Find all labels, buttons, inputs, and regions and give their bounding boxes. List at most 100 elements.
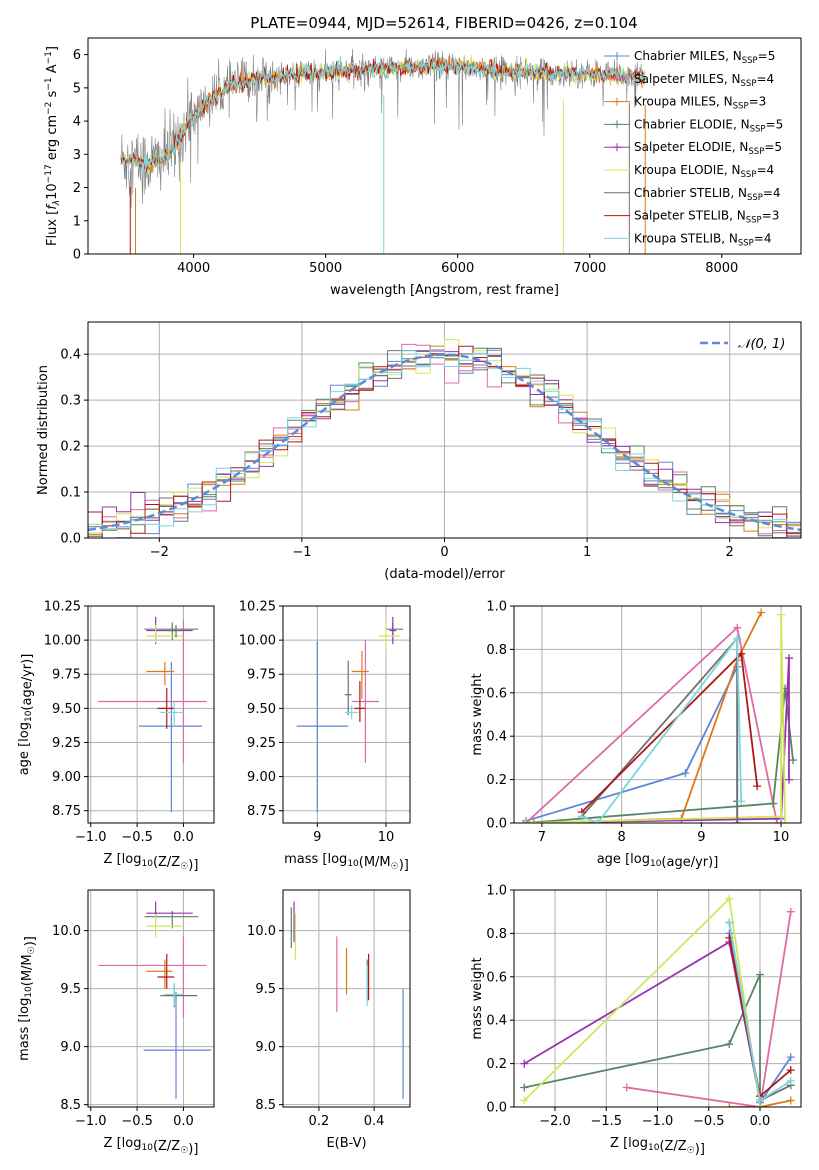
x-tick-label: 9 xyxy=(313,830,321,845)
plot-area-age-mass xyxy=(296,616,404,813)
tspan: SSP xyxy=(748,147,764,157)
axes-frame xyxy=(87,605,215,824)
tspan: age [ xyxy=(17,742,32,775)
legend-marker xyxy=(613,120,621,129)
tspan: log xyxy=(17,722,32,742)
data-point xyxy=(753,782,762,791)
legend-label: Salpeter ELODIE, NSSP=5 xyxy=(634,140,782,157)
tspan: =4 xyxy=(756,72,774,86)
x-tick-label: −0.5 xyxy=(121,830,153,845)
y-tick-label: 9.00 xyxy=(52,770,81,785)
tspan: 10 xyxy=(648,1143,660,1153)
tspan: SSP xyxy=(741,79,757,89)
tspan: 10 xyxy=(142,859,154,869)
panel-age-mass: 9 10 8.75 9.00 9.25 9.50 9.75 10.00 10.25 mass [l… xyxy=(239,600,411,873)
series-line xyxy=(581,635,743,823)
tspan: SSP xyxy=(733,102,749,112)
normal-curve xyxy=(88,353,801,532)
x-tick-label: −2.0 xyxy=(539,1114,571,1129)
y-tick-label: 0.6 xyxy=(486,686,507,701)
y-tick-label: 0.2 xyxy=(486,773,507,788)
legend-marker xyxy=(613,52,621,60)
axes-frame xyxy=(513,605,802,824)
model-kroupa-stelib xyxy=(120,55,646,174)
y-tick-label: 0.8 xyxy=(486,927,507,942)
data-point xyxy=(520,1059,529,1068)
data-point xyxy=(725,918,734,927)
y-tick-label: 0.4 xyxy=(486,1014,507,1029)
y-tick-label: 0 xyxy=(73,248,81,263)
panel-mass-EBV: 0.2 0.4 8.5 9.0 9.5 10.0 E(B-V) xyxy=(247,889,411,1151)
y-tick-label: 3 xyxy=(73,148,81,163)
data-point xyxy=(786,1053,795,1062)
tspan: (age/yr)] xyxy=(20,654,35,711)
series-line xyxy=(626,911,792,1107)
tspan: −17 xyxy=(44,164,54,183)
y-tick-label: 0.2 xyxy=(486,1057,507,1072)
x-axis-label: age [log10(age/yr)] xyxy=(597,852,719,870)
x-tick-label: 0.0 xyxy=(750,1114,771,1129)
tspan: SSP xyxy=(750,124,766,134)
y-axis-label: mass [log10(M/M☉)] xyxy=(17,936,38,1061)
x-tick-label: 5000 xyxy=(309,261,342,276)
data-point xyxy=(786,907,795,916)
data-point xyxy=(756,1096,764,1105)
x-axis-label: E(B-V) xyxy=(326,1136,366,1151)
x-tick-label: −1.0 xyxy=(75,830,107,845)
tspan: log xyxy=(628,1136,648,1151)
x-tick-label: 1 xyxy=(583,545,591,560)
legend-label: Chabrier STELIB, NSSP=4 xyxy=(634,186,781,203)
legend-label: Kroupa ELODIE, NSSP=4 xyxy=(634,163,774,180)
series-line xyxy=(523,940,761,1107)
y-tick-label: 8.5 xyxy=(255,1098,276,1113)
tspan: (M/M xyxy=(20,954,35,986)
tspan: Kroupa STELIB, N xyxy=(634,231,738,245)
tspan: −1 xyxy=(44,51,54,64)
y-tick-label: 8.75 xyxy=(52,804,81,819)
tspan: SSP xyxy=(741,170,757,180)
series-line xyxy=(525,658,790,823)
tspan: ☉ xyxy=(687,1146,695,1156)
data-point xyxy=(733,634,742,643)
tspan: (age/yr)] xyxy=(661,855,718,870)
y-tick-label: 10.25 xyxy=(239,600,276,615)
tspan: λ xyxy=(52,200,62,206)
legend-label: 𝒩(0, 1) xyxy=(738,337,785,352)
x-tick-label: −1.0 xyxy=(75,1114,107,1129)
tspan: log xyxy=(630,852,650,867)
tspan: −2 xyxy=(44,102,54,115)
tspan: f xyxy=(45,203,60,210)
y-tick-label: 9.0 xyxy=(255,1040,276,1055)
tspan: Z [ xyxy=(610,1136,628,1151)
y-tick-label: 6 xyxy=(73,48,81,63)
panel-spectrum: 4000 5000 6000 7000 8000 0 1 2 3 4 5 6 Chabrier MILE… xyxy=(44,37,802,298)
tspan: E(B-V) xyxy=(326,1136,366,1151)
x-tick-label: −1.0 xyxy=(642,1114,674,1129)
x-axis-label: Z [log10(Z/Z☉)] xyxy=(610,1136,705,1157)
legend-label: Chabrier ELODIE, NSSP=5 xyxy=(634,117,783,134)
plot-area-mass-Z xyxy=(98,901,212,1099)
axes-frame xyxy=(513,889,802,1108)
data-point xyxy=(777,812,786,821)
y-axis-label: Flux [fλ10−17 erg cm−2 s−1 A−1] xyxy=(44,46,62,246)
tspan: Salpeter MILES, N xyxy=(634,72,741,86)
panel-residuals: −2 −1 0 1 2 0.0 0.1 0.2 0.3 0.4 𝒩(0, 1) (data-model… xyxy=(36,321,802,582)
x-tick-label: −0.5 xyxy=(693,1114,725,1129)
data-point xyxy=(777,610,786,619)
tspan: 10 xyxy=(347,859,359,869)
x-tick-label: 0.2 xyxy=(309,1114,330,1129)
tspan: )] xyxy=(188,1142,198,1157)
tspan: 10 xyxy=(24,986,34,998)
tspan: )] xyxy=(188,858,198,873)
x-tick-label: −0.5 xyxy=(121,1114,153,1129)
y-axis-label: mass weight xyxy=(470,957,485,1039)
y-tick-label: 9.5 xyxy=(60,982,81,997)
tspan: ] xyxy=(45,46,60,51)
tspan: 10 xyxy=(650,859,662,869)
y-tick-label: 9.5 xyxy=(255,982,276,997)
axes-frame xyxy=(282,889,411,1108)
data-point xyxy=(737,797,746,806)
y-tick-label: 0.4 xyxy=(60,348,81,363)
tspan: mass [ xyxy=(284,852,327,867)
